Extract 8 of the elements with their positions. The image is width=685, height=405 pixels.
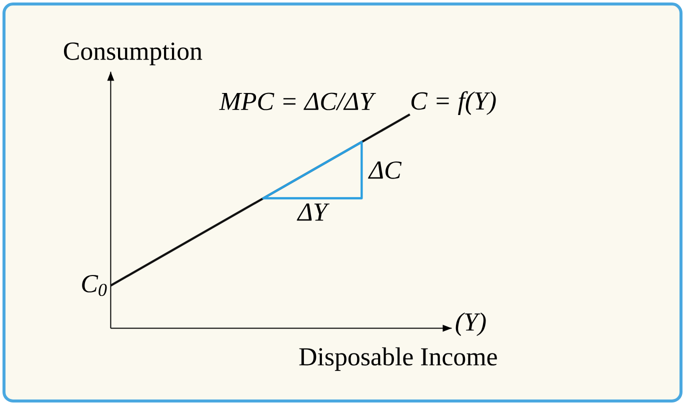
y-axis-title: Consumption [64, 42, 202, 66]
annotation: ΔY [296, 203, 330, 221]
x-axis-title: Disposable Income [299, 347, 497, 371]
text: MPC = ΔC/ΔY [219, 92, 376, 110]
annotation: ΔC [368, 161, 402, 179]
annotation: C$_{0}$ [82, 275, 107, 296]
series-label: C = f(Y) [411, 91, 496, 115]
annotation: (Y) [456, 312, 486, 336]
